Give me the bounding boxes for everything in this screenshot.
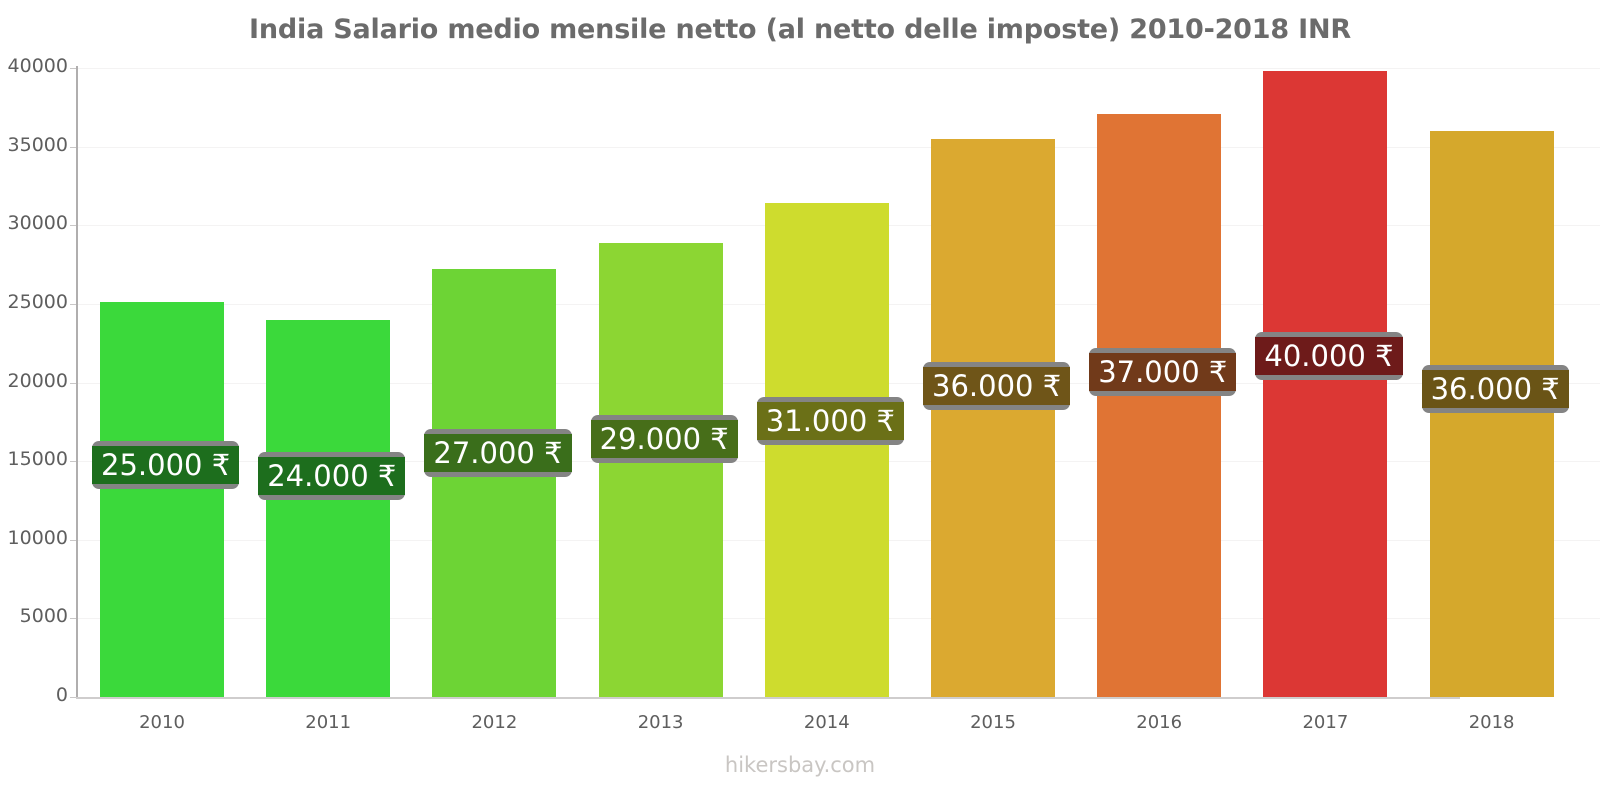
- x-tick-label-2010: 2010: [139, 712, 185, 733]
- x-axis-line: [76, 697, 1460, 699]
- data-label-overlay: [92, 446, 240, 484]
- y-axis-line: [76, 66, 78, 699]
- x-tick-label-2018: 2018: [1468, 712, 1515, 733]
- y-tick-mark: [70, 382, 78, 384]
- bar-2014[interactable]: [764, 203, 889, 697]
- data-label-overlay: [923, 367, 1071, 405]
- data-label-2016: 37.000 ₹: [1089, 348, 1237, 396]
- x-tick-label-2015: 2015: [970, 712, 1016, 733]
- bar-2013[interactable]: [598, 242, 723, 697]
- y-tick-mark: [70, 225, 78, 227]
- y-tick-label: 30000: [7, 212, 68, 235]
- y-tick-label: 40000: [7, 55, 68, 77]
- x-tick-label-2012: 2012: [471, 712, 518, 733]
- bar-2018[interactable]: [1429, 130, 1554, 697]
- bar-2010[interactable]: [100, 302, 224, 697]
- data-label-overlay: [1089, 353, 1237, 391]
- y-tick-mark: [70, 303, 78, 305]
- data-label-text: 29.000 ₹: [599, 422, 729, 456]
- x-tick-label-2016: 2016: [1136, 712, 1183, 733]
- footer-watermark: hikersbay.com: [724, 753, 876, 777]
- y-tick-mark: [70, 697, 78, 698]
- data-label-2011: 24.000 ₹: [258, 452, 406, 500]
- y-tick-mark: [70, 461, 78, 463]
- bar-2016[interactable]: [1097, 113, 1222, 697]
- bar-2011[interactable]: [266, 319, 391, 697]
- x-tick-label-2011: 2011: [305, 712, 352, 733]
- y-tick-label: 25000: [7, 290, 68, 313]
- data-label-overlay: [590, 420, 738, 458]
- data-label-2017: 40.000 ₹: [1255, 332, 1403, 380]
- gridline: [78, 146, 1600, 148]
- data-label-text: 36.000 ₹: [932, 369, 1062, 403]
- data-label-overlay: [756, 402, 904, 440]
- x-tick-label-2014: 2014: [803, 712, 850, 733]
- data-label-overlay: [424, 434, 572, 472]
- page-title: India Salario medio mensile netto (al ne…: [249, 14, 1351, 45]
- bar-2017[interactable]: [1263, 71, 1388, 697]
- data-label-text: 37.000 ₹: [1098, 355, 1228, 389]
- data-label-2012: 27.000 ₹: [424, 429, 572, 477]
- data-label-text: 27.000 ₹: [433, 436, 563, 470]
- y-tick-label: 10000: [7, 526, 68, 549]
- y-tick-mark: [70, 618, 78, 620]
- data-label-overlay: [1255, 337, 1403, 375]
- x-tick-label-2013: 2013: [637, 712, 684, 733]
- y-tick-mark: [70, 146, 78, 148]
- bar-2012[interactable]: [432, 269, 557, 697]
- y-tick-label: 20000: [7, 369, 68, 392]
- data-label-text: 31.000 ₹: [765, 404, 895, 438]
- y-tick-label: 0: [55, 684, 68, 706]
- gridline: [78, 68, 1600, 69]
- data-label-2015: 36.000 ₹: [923, 362, 1071, 410]
- y-tick-label: 15000: [7, 448, 68, 471]
- y-tick-label: 35000: [7, 133, 68, 156]
- x-tick-label-2017: 2017: [1302, 712, 1349, 733]
- data-label-text: 40.000 ₹: [1264, 339, 1394, 373]
- data-label-text: 36.000 ₹: [1430, 372, 1560, 406]
- bar-2015[interactable]: [931, 138, 1055, 697]
- data-label-2013: 29.000 ₹: [590, 415, 738, 463]
- data-label-2010: 25.000 ₹: [92, 441, 240, 489]
- y-tick-mark: [70, 539, 78, 541]
- y-tick-label: 5000: [19, 605, 68, 628]
- data-label-overlay: [258, 457, 406, 495]
- data-label-text: 25.000 ₹: [101, 448, 231, 482]
- data-label-overlay: [1421, 370, 1569, 408]
- y-tick-mark: [70, 68, 78, 69]
- data-label-2018: 36.000 ₹: [1421, 365, 1569, 413]
- data-label-2014: 31.000 ₹: [756, 397, 904, 445]
- data-label-text: 24.000 ₹: [267, 459, 397, 493]
